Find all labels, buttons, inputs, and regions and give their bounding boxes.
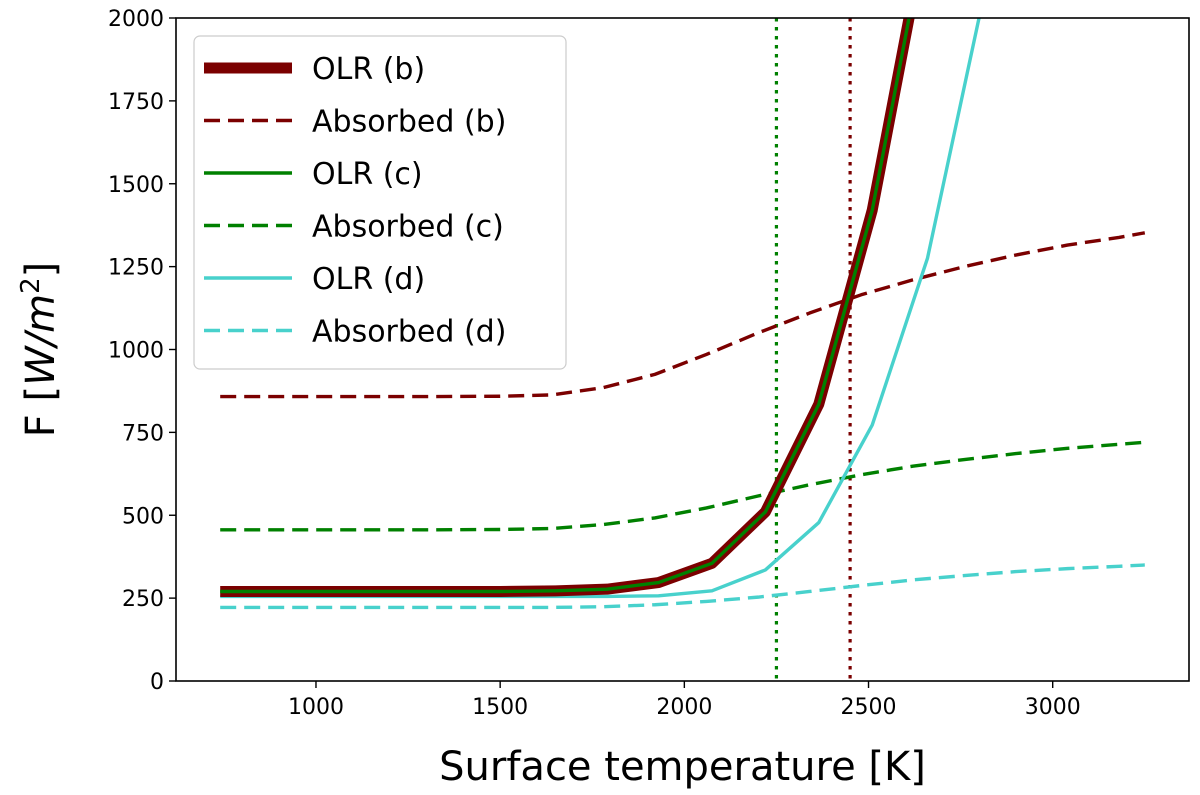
y-tick-label-1250: 1250 xyxy=(108,256,164,281)
reference-lines xyxy=(774,18,852,681)
series-layer xyxy=(220,18,1146,610)
series-absorbed-c xyxy=(220,440,1145,532)
series-olr-c xyxy=(220,18,911,594)
y-tick-label-750: 750 xyxy=(122,421,164,446)
y-tick-label-1750: 1750 xyxy=(108,90,164,115)
x-tick-label-3000: 3000 xyxy=(1025,695,1081,720)
legend-item-absorbed-d: Absorbed (d) xyxy=(204,315,506,350)
y-axis-title-prefix: F [ xyxy=(18,386,64,437)
legend: OLR (b) Absorbed (b) OLR (c) Absorbed (c) OL… xyxy=(193,35,567,370)
legend-label: Absorbed (d) xyxy=(312,315,506,350)
x-tick-label-1500: 1500 xyxy=(472,695,528,720)
y-axis-title: F [W/m2] xyxy=(16,262,64,437)
x-axis: 1000 1500 2000 2500 3000 xyxy=(288,681,1081,720)
y-axis: 0 250 500 750 1000 1250 1500 1750 2000 xyxy=(108,7,176,695)
series-absorbed-d xyxy=(220,563,1145,610)
x-tick-label-2500: 2500 xyxy=(841,695,897,720)
y-tick-label-250: 250 xyxy=(122,587,164,612)
y-axis-title-unit: W/m xyxy=(18,294,64,386)
series-absorbed-b xyxy=(220,231,1146,399)
y-tick-label-1500: 1500 xyxy=(108,173,164,198)
y-tick-label-1000: 1000 xyxy=(108,339,164,364)
legend-item-olr-d: OLR (d) xyxy=(204,262,425,297)
legend-item-olr-b: OLR (b) xyxy=(204,52,425,87)
legend-label: OLR (c) xyxy=(312,157,423,192)
legend-label: Absorbed (b) xyxy=(312,105,506,140)
x-tick-label-2000: 2000 xyxy=(656,695,712,720)
legend-item-olr-c: OLR (c) xyxy=(204,157,423,192)
legend-item-absorbed-c: Absorbed (c) xyxy=(204,210,504,245)
legend-label: OLR (d) xyxy=(312,262,425,297)
y-tick-label-2000: 2000 xyxy=(108,7,164,32)
y-tick-label-0: 0 xyxy=(150,670,164,695)
legend-item-absorbed-b: Absorbed (b) xyxy=(204,105,506,140)
x-tick-label-1000: 1000 xyxy=(288,695,344,720)
y-axis-title-superscript: 2 xyxy=(16,277,46,294)
x-axis-title: Surface temperature [K] xyxy=(439,744,926,790)
legend-label: OLR (b) xyxy=(312,52,425,87)
y-tick-label-500: 500 xyxy=(122,504,164,529)
legend-label: Absorbed (c) xyxy=(312,210,504,245)
y-axis-title-suffix: ] xyxy=(18,262,64,278)
